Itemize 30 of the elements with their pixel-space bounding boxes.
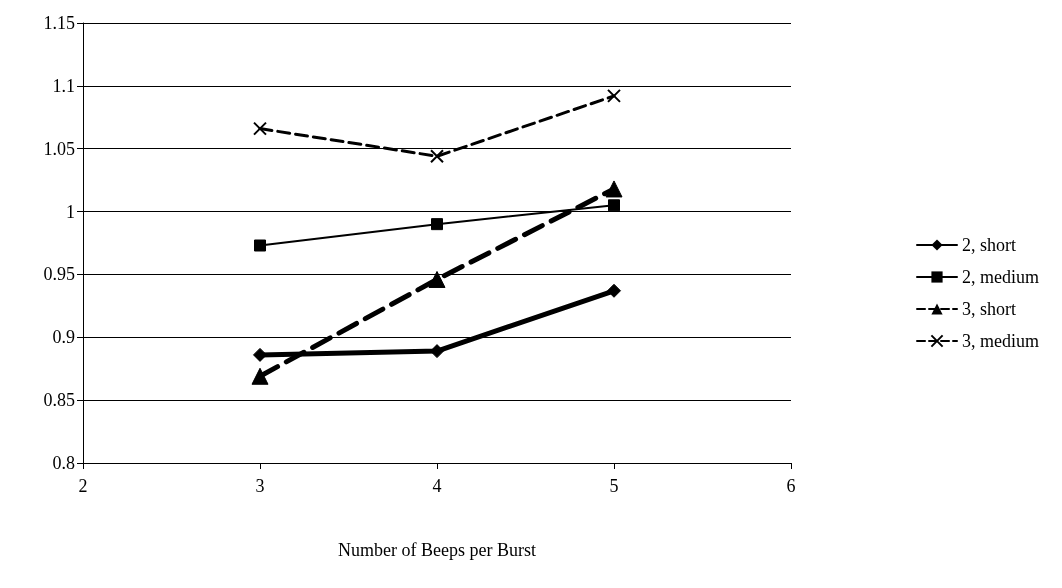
point bbox=[607, 283, 621, 298]
x-tick-label: 4 bbox=[432, 476, 442, 496]
x-tick-label: 6 bbox=[786, 476, 796, 496]
y-tick-label: 1.1 bbox=[52, 75, 75, 96]
point bbox=[608, 199, 620, 212]
y-tick-label: 1 bbox=[66, 201, 75, 222]
point bbox=[254, 239, 266, 252]
x-tick-label: 3 bbox=[255, 476, 265, 496]
point bbox=[253, 121, 267, 136]
y-tick-label: 0.95 bbox=[43, 264, 75, 285]
legend-label: 3, medium bbox=[962, 331, 1040, 351]
y-tick-label: 0.9 bbox=[52, 327, 75, 348]
point bbox=[605, 180, 623, 198]
point bbox=[253, 347, 267, 362]
x-tick-label: 5 bbox=[609, 476, 619, 496]
x-axis-title: Number of Beeps per Burst bbox=[338, 540, 536, 560]
y-tick-label: 1.15 bbox=[43, 13, 75, 33]
point bbox=[607, 88, 621, 103]
point bbox=[428, 270, 446, 288]
point bbox=[430, 344, 444, 359]
legend-label: 2, short bbox=[962, 235, 1017, 255]
y-tick-label: 0.8 bbox=[52, 453, 75, 473]
x-tick-label: 2 bbox=[78, 476, 88, 496]
point bbox=[430, 149, 444, 164]
y-tick-label: 1.05 bbox=[43, 138, 75, 159]
point bbox=[251, 367, 269, 385]
legend-label: 3, short bbox=[962, 299, 1017, 319]
point bbox=[431, 218, 443, 231]
legend-label: 2, medium bbox=[962, 267, 1040, 287]
y-tick-label: 0.85 bbox=[43, 390, 75, 411]
